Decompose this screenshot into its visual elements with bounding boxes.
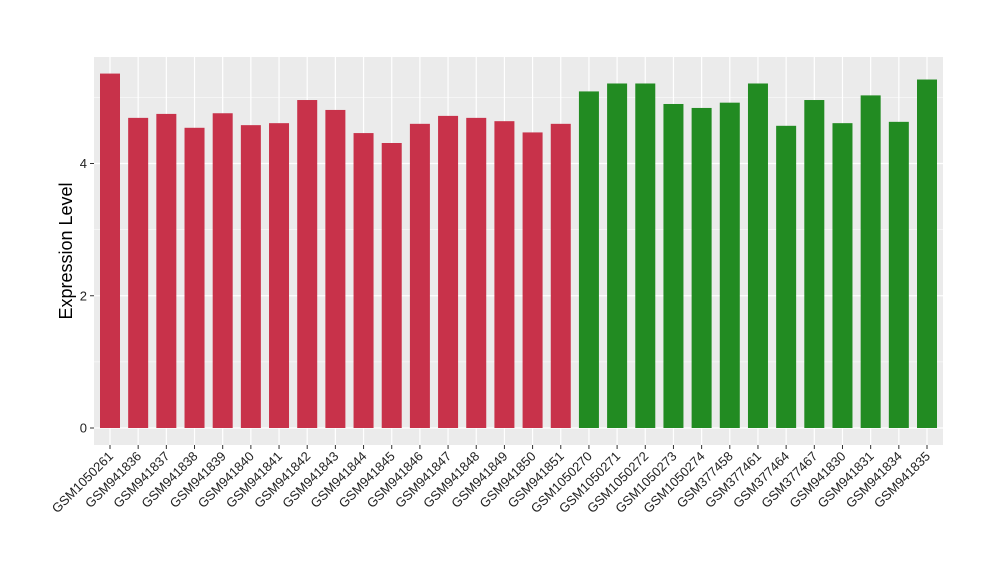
bar xyxy=(776,125,797,428)
bar xyxy=(663,103,684,429)
bar xyxy=(522,132,543,429)
y-tick-label: 0 xyxy=(80,421,87,436)
bar xyxy=(466,117,487,429)
plot-panel xyxy=(94,57,943,445)
bar xyxy=(550,123,571,428)
bar xyxy=(747,83,768,429)
bar xyxy=(691,107,712,428)
bar xyxy=(297,100,318,429)
y-tick-label: 2 xyxy=(80,288,87,303)
bar xyxy=(888,121,909,428)
bar xyxy=(578,91,599,429)
bar xyxy=(832,123,853,428)
bar xyxy=(184,127,205,428)
bar xyxy=(804,100,825,429)
y-axis: 0 2 4 xyxy=(80,156,94,436)
bar xyxy=(381,143,402,428)
bar xyxy=(635,83,656,429)
bar xyxy=(438,115,459,428)
bar xyxy=(269,123,290,428)
bar xyxy=(212,113,233,428)
bar xyxy=(860,95,881,428)
bars xyxy=(100,73,937,429)
bar xyxy=(607,83,628,429)
bar xyxy=(100,73,120,428)
y-axis-title: Expression Level xyxy=(56,182,76,319)
bar xyxy=(353,133,374,428)
x-axis: GSM1050261GSM941836GSM941837GSM941838GSM… xyxy=(49,445,933,516)
y-tick-label: 4 xyxy=(80,156,87,171)
bar xyxy=(128,117,149,429)
bar xyxy=(409,123,430,428)
bar xyxy=(240,125,261,429)
bar xyxy=(917,79,937,429)
bar xyxy=(325,109,346,428)
bar xyxy=(156,113,177,428)
bar xyxy=(494,121,515,429)
bar xyxy=(719,102,740,429)
